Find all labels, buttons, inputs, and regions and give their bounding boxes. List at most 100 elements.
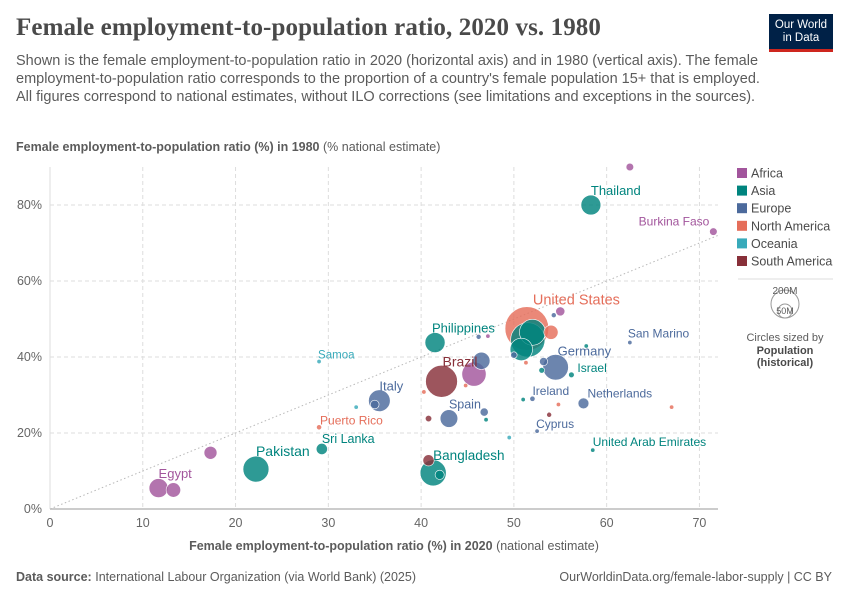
point-label-germany: Germany [558, 343, 612, 358]
data-source-label: Data source: [16, 570, 92, 584]
data-point-united-arab-emirates [590, 447, 596, 453]
axis-layer: 0% 20% 40% 60% 80% 0 10 20 30 40 50 60 70 Female empl… [16, 140, 718, 553]
point-label-burkina-faso: Burkina Faso [639, 215, 710, 229]
legend-label: North America [751, 219, 830, 233]
y-tick-label: 40% [17, 350, 42, 364]
point-label-thailand: Thailand [591, 183, 641, 198]
point-label-netherlands: Netherlands [587, 386, 652, 400]
y-axis-title-bold: Female employment-to-population ratio (%… [16, 140, 320, 154]
size-legend-population: Population [757, 345, 814, 357]
point-label-philippines: Philippines [432, 321, 495, 336]
source-url-link[interactable]: OurWorldinData.org/female-labor-supply |… [559, 570, 832, 584]
size-legend-historical: (historical) [757, 357, 814, 369]
data-point [472, 351, 491, 370]
size-legend-small-label: 50M [776, 306, 794, 316]
point-label-united-states: United States [533, 293, 620, 309]
data-point [543, 324, 559, 340]
y-tick-label: 20% [17, 426, 42, 440]
data-point [422, 454, 435, 467]
legend-swatch [737, 185, 747, 196]
legend-swatch [737, 238, 747, 249]
data-source-note: Data source: International Labour Organi… [16, 570, 416, 584]
size-legend-large-label: 200M [772, 286, 797, 297]
data-point [550, 312, 557, 319]
chart-title: Female employment-to-population ratio, 2… [16, 14, 602, 41]
point-label-samoa: Samoa [318, 350, 355, 362]
x-tick-label: 0 [47, 516, 54, 530]
data-point-germany [542, 354, 569, 381]
legend-item-africa[interactable]: Africa [737, 167, 783, 181]
data-point-spain [439, 409, 459, 428]
x-tick-label: 30 [321, 516, 335, 530]
logo-accent-bar [769, 49, 833, 52]
x-axis-title-note: (national estimate) [493, 539, 599, 553]
x-axis-title: Female employment-to-population ratio (%… [189, 539, 599, 553]
data-point [555, 306, 566, 317]
x-tick-label: 70 [692, 516, 706, 530]
point-label-ireland: Ireland [532, 384, 569, 398]
data-point-sri-lanka [315, 443, 328, 455]
legend-label: South America [751, 255, 832, 269]
point-label-brazil: Brazil [443, 353, 478, 369]
legend-item-south-america[interactable]: South America [737, 255, 832, 269]
x-tick-label: 50 [507, 516, 521, 530]
data-point [424, 415, 433, 423]
data-point [510, 351, 518, 359]
y-axis-title-note: (% national estimate) [320, 140, 441, 154]
legend-label: Oceania [751, 237, 798, 251]
data-point-brazil [425, 365, 458, 398]
data-point [485, 333, 491, 339]
data-point-san-marino [627, 340, 633, 346]
legend-label: Europe [751, 202, 791, 216]
x-axis-title-bold: Female employment-to-population ratio (%… [189, 539, 493, 553]
point-label-pakistan: Pakistan [256, 443, 310, 459]
data-point [421, 389, 427, 395]
point-label-united-arab-emirates: United Arab Emirates [593, 435, 706, 449]
y-axis-title: Female employment-to-population ratio (%… [16, 140, 440, 154]
data-point [546, 411, 552, 418]
legend-swatch [737, 220, 747, 231]
y-tick-label: 60% [17, 274, 42, 288]
data-point [165, 482, 181, 498]
data-point [353, 404, 359, 410]
point-label-italy: Italy [379, 379, 403, 394]
data-source-text: International Labour Organization (via W… [95, 570, 416, 584]
data-point [520, 397, 526, 403]
data-point [463, 382, 469, 388]
data-point [555, 401, 561, 407]
data-point [669, 404, 675, 410]
data-point [523, 360, 529, 366]
legend-swatch [737, 203, 747, 214]
data-point-samoa [316, 359, 322, 365]
legend-layer: Africa Asia Europe North America Oceania Sout… [737, 167, 833, 369]
data-point-philippines [424, 332, 446, 353]
data-point [203, 445, 218, 460]
data-point [479, 407, 489, 417]
legend-item-asia[interactable]: Asia [737, 184, 775, 198]
point-label-israel: Israel [577, 361, 606, 375]
data-point [538, 367, 545, 374]
data-point [539, 357, 548, 366]
legend-item-europe[interactable]: Europe [737, 202, 791, 216]
data-point [475, 334, 482, 340]
point-label-sri-lanka: Sri Lanka [322, 432, 375, 446]
data-point-netherlands [577, 397, 590, 410]
chart-subtitle: Shown is the female employment-to-popula… [16, 53, 760, 105]
point-layer [148, 162, 718, 498]
point-label-san-marino: San Marino [628, 327, 690, 341]
data-point [506, 435, 512, 441]
legend-item-oceania[interactable]: Oceania [737, 237, 798, 251]
legend-swatch [737, 168, 747, 178]
owid-logo[interactable]: Our World in Data [769, 14, 833, 52]
legend-item-north-america[interactable]: North America [737, 219, 830, 233]
legend-label: Asia [751, 184, 775, 198]
legend-swatch [737, 256, 747, 266]
label-layer: Thailand Burkina Faso United States Philipp… [159, 183, 710, 481]
point-label-cyprus: Cyprus [536, 417, 574, 431]
data-point-pakistan [242, 455, 270, 483]
size-legend-circle-small [777, 303, 793, 319]
data-point [370, 399, 380, 410]
grid-layer [49, 167, 719, 510]
data-point-israel [568, 371, 575, 379]
